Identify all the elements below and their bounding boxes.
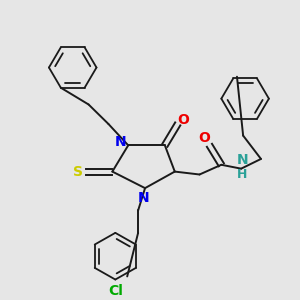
Text: O: O	[178, 113, 190, 127]
Text: H: H	[237, 168, 247, 181]
Text: N: N	[236, 153, 248, 167]
Text: S: S	[73, 165, 83, 178]
Text: N: N	[115, 135, 126, 149]
Text: N: N	[137, 191, 149, 205]
Text: Cl: Cl	[108, 284, 123, 298]
Text: O: O	[199, 130, 210, 145]
